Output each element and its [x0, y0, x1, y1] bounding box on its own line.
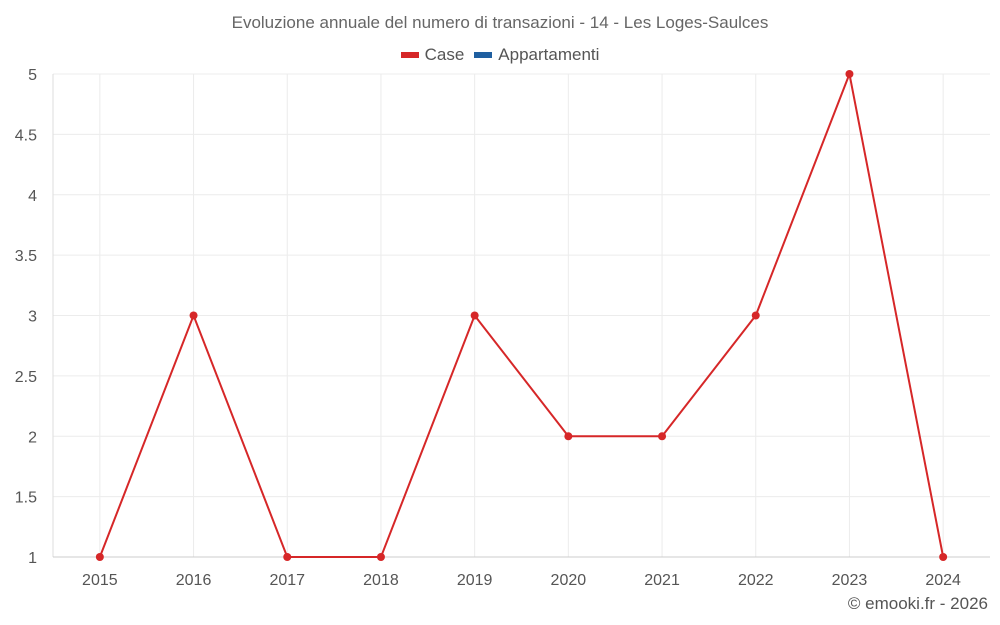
x-tick-label: 2022 [738, 572, 774, 589]
y-tick-label: 3 [28, 309, 37, 326]
legend-item-appartamenti[interactable]: Appartamenti [474, 45, 599, 65]
x-tick-label: 2020 [551, 572, 587, 589]
chart-title: Evoluzione annuale del numero di transaz… [231, 13, 769, 32]
y-tick-label: 2.5 [15, 369, 37, 386]
legend-label-case: Case [424, 45, 465, 64]
legend-label-appartamenti: Appartamenti [498, 45, 600, 64]
data-point[interactable] [376, 553, 385, 561]
legend-item-case[interactable]: Case [400, 45, 465, 65]
data-point[interactable] [283, 553, 292, 561]
data-point[interactable] [470, 311, 479, 320]
x-tick-label: 2021 [644, 572, 680, 589]
data-point[interactable] [751, 311, 760, 320]
y-tick-label: 1.5 [15, 490, 37, 507]
credit-text: © emooki.fr - 2026 [847, 594, 988, 613]
x-tick-label: 2017 [269, 572, 305, 589]
x-tick-label: 2024 [925, 572, 961, 589]
data-point[interactable] [95, 553, 104, 561]
y-tick-label: 1 [28, 550, 37, 567]
data-point[interactable] [658, 432, 667, 441]
data-point[interactable] [845, 70, 854, 78]
x-tick-label: 2023 [832, 572, 868, 589]
data-point[interactable] [564, 432, 573, 441]
legend: Case Appartamenti [0, 45, 1000, 65]
x-tick-label: 2018 [363, 572, 399, 589]
y-tick-label: 3.5 [15, 248, 37, 265]
series-line-case [98, 70, 945, 558]
data-point[interactable] [939, 553, 948, 561]
grid [53, 73, 990, 558]
x-tick-label: 2019 [457, 572, 493, 589]
y-tick-label: 2 [28, 429, 37, 446]
legend-swatch-case [400, 52, 419, 58]
y-tick-label: 4.5 [15, 127, 37, 144]
x-tick-label: 2016 [176, 572, 212, 589]
y-tick-label: 5 [28, 67, 37, 84]
data-point[interactable] [189, 311, 198, 320]
x-tick-label: 2015 [82, 572, 118, 589]
legend-swatch-appartamenti [474, 52, 493, 58]
y-tick-label: 4 [28, 188, 37, 205]
